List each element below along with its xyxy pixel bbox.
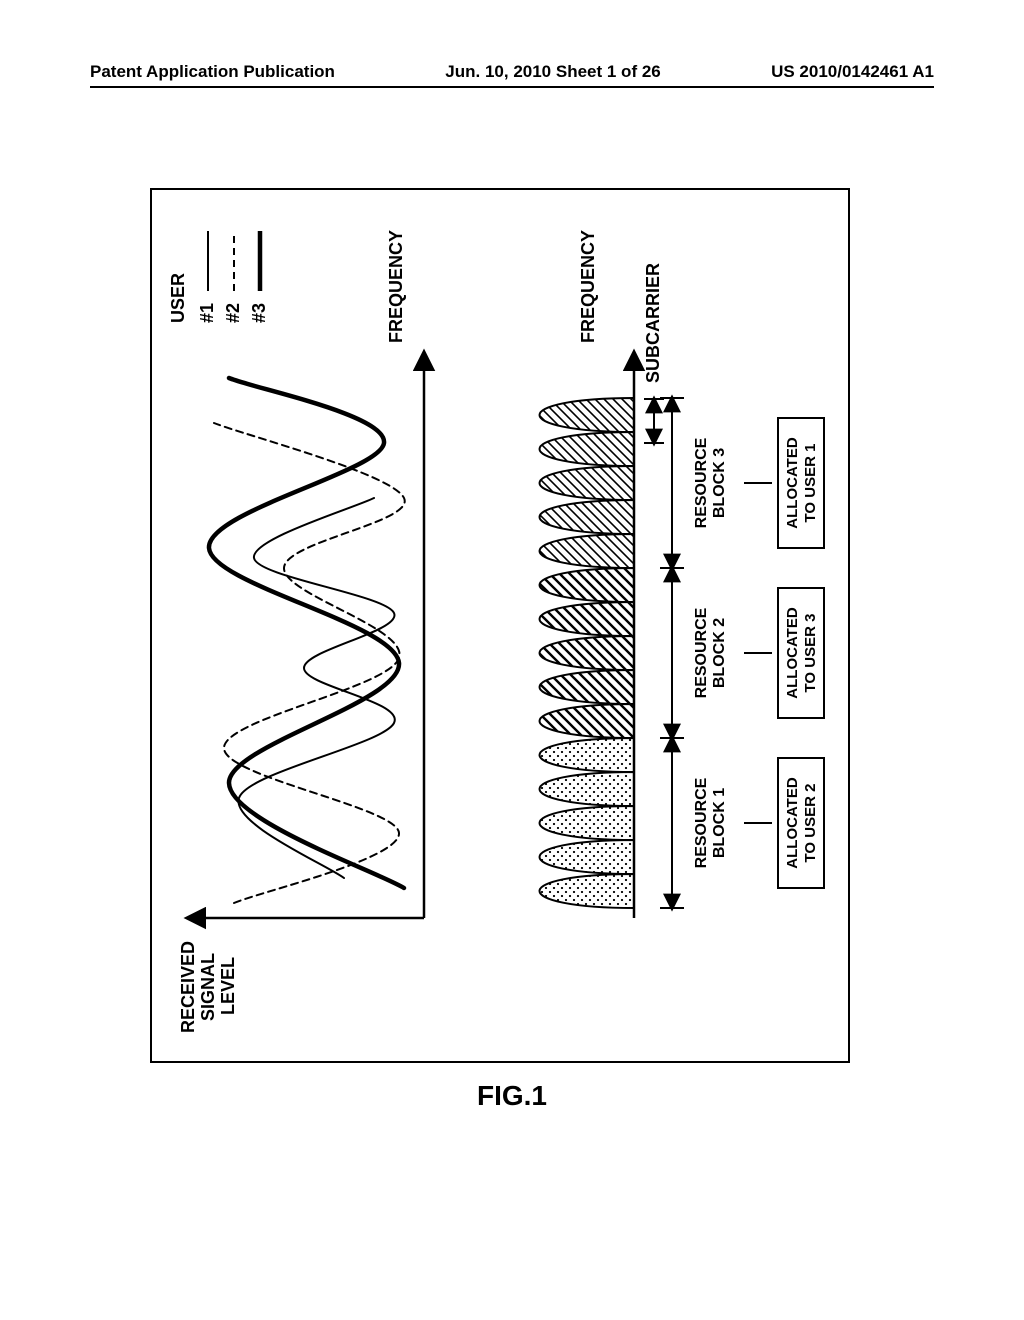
resource-block-spans: RESOURCEBLOCK 1RESOURCEBLOCK 2RESOURCEBL… <box>660 398 728 908</box>
header-right: US 2010/0142461 A1 <box>771 62 934 82</box>
resource-block-label: RESOURCE <box>693 437 710 528</box>
subcarrier-lobe <box>540 602 635 636</box>
subcarrier-lobe <box>540 738 635 772</box>
header-left: Patent Application Publication <box>90 62 335 82</box>
subcarrier-lobe <box>540 568 635 602</box>
resource-block-label: RESOURCE <box>693 607 710 698</box>
figure-frame: RECEIVED SIGNAL LEVEL FREQUENCY USER #1 #… <box>150 188 850 1063</box>
subcarrier-lobe <box>540 432 635 466</box>
x-axis-label-bottom: FREQUENCY <box>578 230 598 343</box>
subcarrier-chart <box>540 353 635 918</box>
resource-block-label: BLOCK 1 <box>711 788 728 858</box>
subcarrier-lobe <box>540 874 635 908</box>
legend-item-label: #2 <box>223 303 243 323</box>
subcarrier-lobe <box>540 534 635 568</box>
y-axis-label-1: RECEIVED <box>178 941 198 1033</box>
legend-title: USER <box>168 273 188 323</box>
subcarrier-lobe <box>540 840 635 874</box>
resource-block-label: BLOCK 3 <box>711 448 728 518</box>
subcarrier-lobe <box>540 398 635 432</box>
subcarrier-lobe <box>540 466 635 500</box>
legend-item-label: #3 <box>249 303 269 323</box>
subcarrier-lobe <box>540 670 635 704</box>
allocation-label: ALLOCATED <box>784 607 801 699</box>
allocation-label: TO USER 2 <box>802 784 819 863</box>
allocation-label: TO USER 3 <box>802 614 819 693</box>
header-rule <box>90 86 934 88</box>
allocation-label: ALLOCATED <box>784 437 801 529</box>
page-header: Patent Application Publication Jun. 10, … <box>0 62 1024 82</box>
y-axis-label-2: SIGNAL <box>198 953 218 1021</box>
signal-level-chart <box>188 353 424 918</box>
subcarrier-lobe <box>540 806 635 840</box>
y-axis-label-3: LEVEL <box>218 957 238 1015</box>
figure-rotated-canvas: RECEIVED SIGNAL LEVEL FREQUENCY USER #1 #… <box>154 192 850 1063</box>
legend: USER #1 #2 #3 <box>168 231 269 323</box>
allocation-boxes: ALLOCATEDTO USER 2ALLOCATEDTO USER 3ALLO… <box>744 418 824 888</box>
resource-block-label: RESOURCE <box>693 777 710 868</box>
signal-curve-user-3 <box>209 378 404 888</box>
resource-block-label: BLOCK 2 <box>711 618 728 688</box>
allocation-label: TO USER 1 <box>802 444 819 523</box>
subcarrier-label: SUBCARRIER <box>643 263 663 383</box>
subcarrier-lobe <box>540 772 635 806</box>
x-axis-label-top: FREQUENCY <box>386 230 406 343</box>
figure-label: FIG.1 <box>0 1080 1024 1112</box>
subcarrier-indicator <box>644 399 664 443</box>
signal-curve-user-2 <box>214 423 405 903</box>
header-center: Jun. 10, 2010 Sheet 1 of 26 <box>445 62 660 82</box>
allocation-label: ALLOCATED <box>784 777 801 869</box>
subcarrier-lobe <box>540 636 635 670</box>
figure-svg: RECEIVED SIGNAL LEVEL FREQUENCY USER #1 #… <box>154 192 850 1063</box>
legend-item-label: #1 <box>197 303 217 323</box>
subcarrier-lobe <box>540 500 635 534</box>
subcarrier-lobe <box>540 704 635 738</box>
